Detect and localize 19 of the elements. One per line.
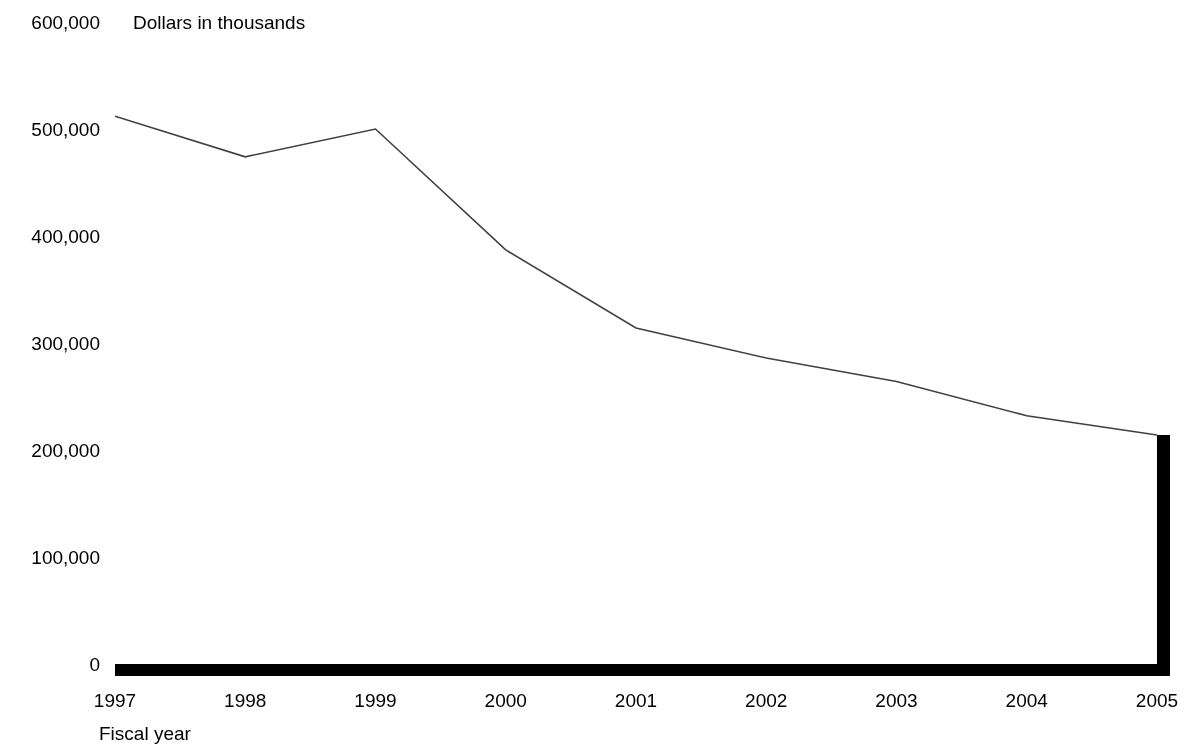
x-tick-label: 1997 <box>93 689 137 711</box>
x-tick-label: 2000 <box>484 689 527 711</box>
line-series <box>115 115 1158 436</box>
x-tick-label: 2003 <box>875 689 918 711</box>
x-axis-title: Fiscal year <box>99 723 192 744</box>
y-tick-label: 500,000 <box>31 118 100 140</box>
y-tick-label: 200,000 <box>31 439 100 461</box>
y-tick-label: 600,000 <box>31 11 100 33</box>
x-tick-label: 1999 <box>354 689 397 711</box>
x-tick-label: 2002 <box>745 689 788 711</box>
y-axis-title: Dollars in thousands <box>133 12 306 33</box>
y-tick-label: 0 <box>89 653 100 675</box>
y-tick-label: 400,000 <box>31 225 100 247</box>
y-tick-label: 300,000 <box>31 332 100 354</box>
y-tick-label: 100,000 <box>31 546 100 568</box>
x-tick-label: 2004 <box>1005 689 1049 711</box>
x-tick-label: 2001 <box>614 689 658 711</box>
x-tick-label: 1998 <box>224 689 267 711</box>
x-tick-label: 2005 <box>1135 689 1179 711</box>
